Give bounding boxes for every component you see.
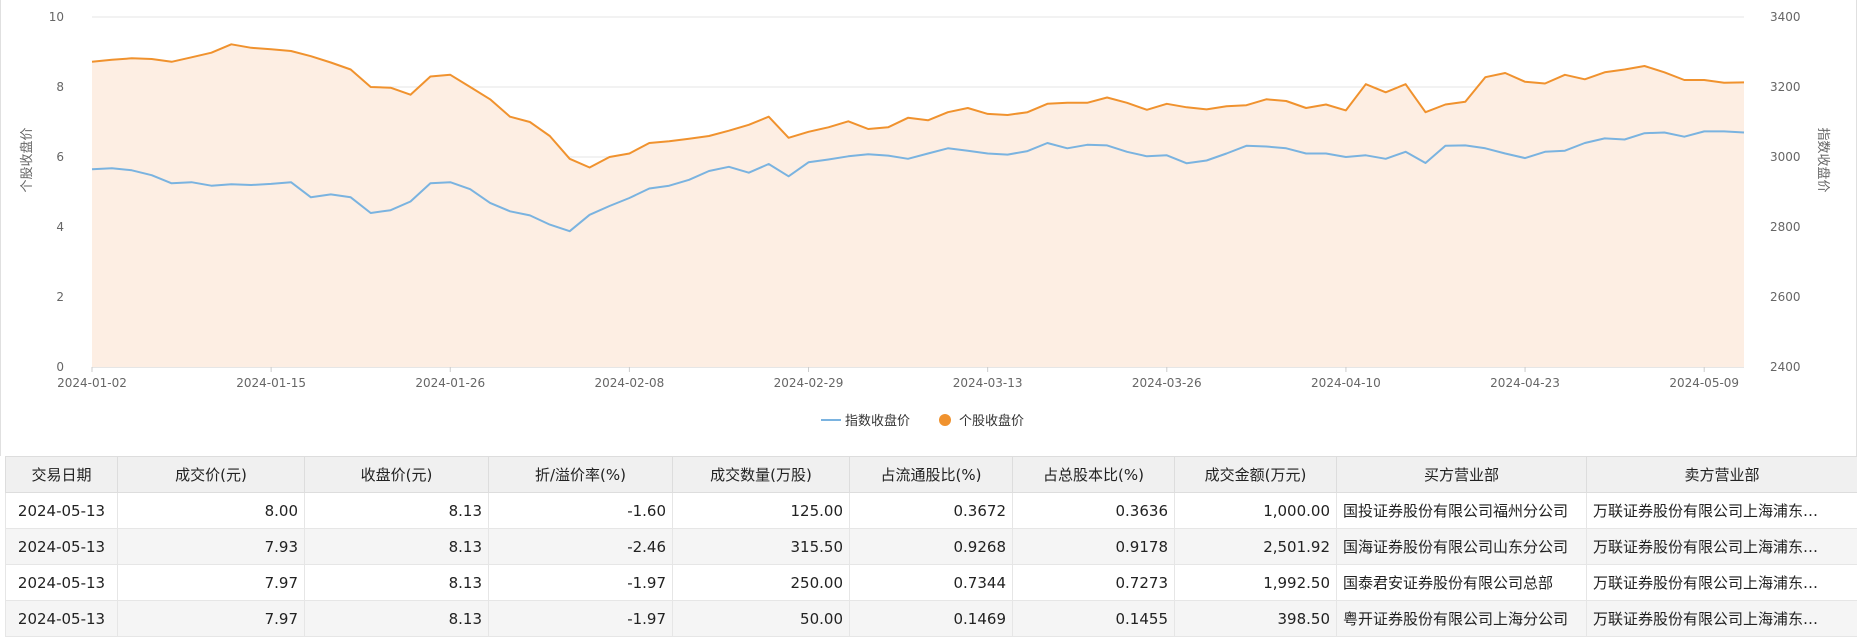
cell-total-pct: 0.3636 bbox=[1012, 492, 1175, 529]
cell-total-pct: 0.9178 bbox=[1012, 528, 1175, 565]
cell-buyer: 国海证券股份有限公司山东分公司 bbox=[1336, 528, 1587, 565]
col-header-amount[interactable]: 成交金额(万元) bbox=[1174, 456, 1337, 493]
cell-float-pct: 0.1469 bbox=[849, 600, 1013, 637]
x-tick-label: 2024-03-13 bbox=[953, 376, 1023, 390]
cell-volume: 50.00 bbox=[672, 600, 850, 637]
right-tick-label: 3200 bbox=[1770, 80, 1801, 94]
col-header-total-pct[interactable]: 占总股本比(%) bbox=[1012, 456, 1175, 493]
left-tick-label: 6 bbox=[56, 150, 64, 164]
cell-date: 2024-05-13 bbox=[5, 492, 118, 529]
x-tick-label: 2024-01-02 bbox=[57, 376, 127, 390]
table-row: 2024-05-13 8.00 8.13 -1.60 125.00 0.3672… bbox=[5, 492, 1857, 529]
left-tick-label: 8 bbox=[56, 80, 64, 94]
col-header-volume[interactable]: 成交数量(万股) bbox=[672, 456, 850, 493]
right-tick-label: 3000 bbox=[1770, 150, 1801, 164]
chart-panel: 0 2 4 6 8 10 2400 2600 2800 3000 3200 3400 2024-01-0… bbox=[0, 0, 1857, 456]
cell-seller: 万联证券股份有限公司上海浦东… bbox=[1586, 564, 1857, 601]
table-header-row: 交易日期 成交价(元) 收盘价(元) 折/溢价率(%) 成交数量(万股) 占流通… bbox=[5, 456, 1857, 493]
cell-float-pct: 0.3672 bbox=[849, 492, 1013, 529]
cell-price: 7.93 bbox=[117, 528, 305, 565]
cell-price: 7.97 bbox=[117, 564, 305, 601]
left-axis-title: 个股收盘价 bbox=[19, 127, 35, 192]
cell-premium: -1.97 bbox=[488, 600, 673, 637]
cell-float-pct: 0.7344 bbox=[849, 564, 1013, 601]
table-row: 2024-05-13 7.97 8.13 -1.97 250.00 0.7344… bbox=[5, 564, 1857, 601]
right-tick-label: 2400 bbox=[1770, 360, 1801, 374]
series-area-1 bbox=[92, 44, 1744, 368]
cell-amount: 398.50 bbox=[1174, 600, 1337, 637]
cell-price: 7.97 bbox=[117, 600, 305, 637]
right-tick-label: 2600 bbox=[1770, 290, 1801, 304]
right-tick-label: 2800 bbox=[1770, 220, 1801, 234]
x-tick-label: 2024-03-26 bbox=[1132, 376, 1202, 390]
cell-price: 8.00 bbox=[117, 492, 305, 529]
x-tick-label: 2024-01-15 bbox=[236, 376, 306, 390]
col-header-close[interactable]: 收盘价(元) bbox=[304, 456, 489, 493]
legend-stock-swatch[interactable] bbox=[939, 414, 951, 426]
col-header-premium[interactable]: 折/溢价率(%) bbox=[488, 456, 673, 493]
cell-volume: 125.00 bbox=[672, 492, 850, 529]
price-chart: 0 2 4 6 8 10 2400 2600 2800 3000 3200 3400 2024-01-0… bbox=[19, 10, 1831, 429]
cell-close: 8.13 bbox=[304, 564, 489, 601]
x-tick-label: 2024-04-10 bbox=[1311, 376, 1381, 390]
table-row: 2024-05-13 7.93 8.13 -2.46 315.50 0.9268… bbox=[5, 528, 1857, 565]
series-line-1[interactable] bbox=[91, 43, 1745, 169]
col-header-float-pct[interactable]: 占流通股比(%) bbox=[849, 456, 1013, 493]
left-tick-label: 10 bbox=[49, 10, 64, 24]
left-tick-label: 2 bbox=[56, 290, 64, 304]
cell-date: 2024-05-13 bbox=[5, 564, 118, 601]
cell-float-pct: 0.9268 bbox=[849, 528, 1013, 565]
block-trade-table: 交易日期 成交价(元) 收盘价(元) 折/溢价率(%) 成交数量(万股) 占流通… bbox=[5, 456, 1857, 637]
right-axis-title: 指数收盘价 bbox=[1815, 127, 1831, 192]
cell-seller: 万联证券股份有限公司上海浦东… bbox=[1586, 600, 1857, 637]
cell-volume: 315.50 bbox=[672, 528, 850, 565]
cell-buyer: 国泰君安证券股份有限公司总部 bbox=[1336, 564, 1587, 601]
cell-total-pct: 0.7273 bbox=[1012, 564, 1175, 601]
x-tick-label: 2024-05-09 bbox=[1669, 376, 1739, 390]
cell-amount: 2,501.92 bbox=[1174, 528, 1337, 565]
x-tick-label: 2024-02-08 bbox=[595, 376, 665, 390]
col-header-buyer[interactable]: 买方营业部 bbox=[1336, 456, 1587, 493]
cell-volume: 250.00 bbox=[672, 564, 850, 601]
cell-close: 8.13 bbox=[304, 600, 489, 637]
x-tick-label: 2024-04-23 bbox=[1490, 376, 1560, 390]
cell-seller: 万联证券股份有限公司上海浦东… bbox=[1586, 528, 1857, 565]
col-header-price[interactable]: 成交价(元) bbox=[117, 456, 305, 493]
cell-date: 2024-05-13 bbox=[5, 600, 118, 637]
legend-stock-label[interactable]: 个股收盘价 bbox=[959, 413, 1024, 429]
table-row: 2024-05-13 7.97 8.13 -1.97 50.00 0.1469 … bbox=[5, 600, 1857, 637]
cell-close: 8.13 bbox=[304, 528, 489, 565]
cell-amount: 1,992.50 bbox=[1174, 564, 1337, 601]
legend-index-label[interactable]: 指数收盘价 bbox=[845, 413, 910, 429]
cell-date: 2024-05-13 bbox=[5, 528, 118, 565]
cell-buyer: 国投证券股份有限公司福州分公司 bbox=[1336, 492, 1587, 529]
col-header-seller[interactable]: 卖方营业部 bbox=[1586, 456, 1857, 493]
cell-seller: 万联证券股份有限公司上海浦东… bbox=[1586, 492, 1857, 529]
col-header-date[interactable]: 交易日期 bbox=[5, 456, 118, 493]
cell-premium: -2.46 bbox=[488, 528, 673, 565]
left-tick-label: 4 bbox=[56, 220, 64, 234]
right-tick-label: 3400 bbox=[1770, 10, 1801, 24]
cell-buyer: 粤开证券股份有限公司上海分公司 bbox=[1336, 600, 1587, 637]
cell-close: 8.13 bbox=[304, 492, 489, 529]
cell-total-pct: 0.1455 bbox=[1012, 600, 1175, 637]
cell-premium: -1.60 bbox=[488, 492, 673, 529]
left-tick-label: 0 bbox=[56, 360, 64, 374]
cell-amount: 1,000.00 bbox=[1174, 492, 1337, 529]
x-tick-label: 2024-01-26 bbox=[415, 376, 485, 390]
series-line-0[interactable] bbox=[91, 130, 1745, 233]
cell-premium: -1.97 bbox=[488, 564, 673, 601]
x-tick-label: 2024-02-29 bbox=[774, 376, 844, 390]
